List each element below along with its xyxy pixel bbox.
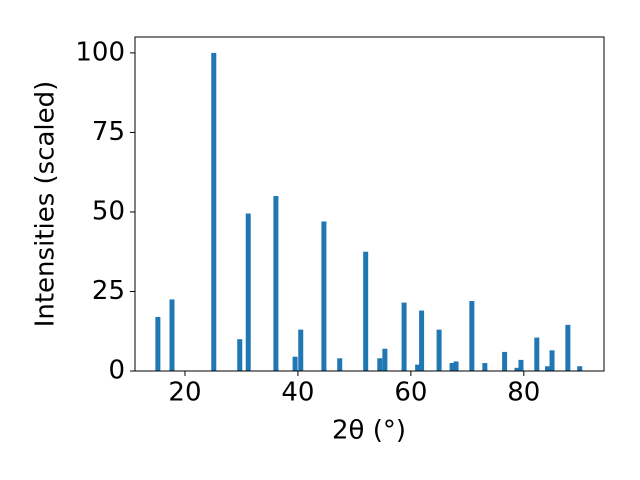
x-tick-label: 40: [281, 378, 314, 408]
bar: [549, 350, 555, 371]
bar: [545, 366, 551, 371]
bar: [382, 348, 388, 371]
bar: [534, 337, 540, 371]
bar: [292, 356, 298, 371]
x-tick-label: 60: [394, 378, 427, 408]
bar: [565, 324, 571, 371]
y-tick-label: 75: [92, 117, 125, 147]
bar: [363, 251, 369, 371]
bar: [419, 310, 425, 371]
bar: [502, 351, 508, 371]
bar: [337, 358, 343, 371]
bar: [377, 358, 383, 371]
y-tick-label: 25: [92, 276, 125, 306]
bar: [245, 213, 251, 371]
plot-frame: [134, 36, 605, 372]
y-tick-label: 0: [108, 356, 125, 386]
bar: [415, 364, 421, 371]
bar: [577, 366, 583, 371]
bar: [469, 301, 475, 371]
bar: [482, 363, 488, 371]
bar: [449, 363, 455, 371]
bar: [514, 367, 520, 371]
bar: [298, 329, 304, 371]
bar: [237, 339, 243, 371]
y-tick-label: 100: [75, 37, 125, 67]
bar: [401, 302, 407, 371]
bar: [518, 359, 524, 371]
x-tick-label: 80: [507, 378, 540, 408]
bar: [169, 299, 175, 371]
bar: [273, 196, 279, 371]
bar: [321, 221, 327, 371]
bar: [453, 361, 459, 371]
y-tick-label: 50: [92, 196, 125, 226]
x-tick-label: 20: [168, 378, 201, 408]
bar: [436, 329, 442, 371]
bar: [211, 52, 217, 372]
y-axis-label: Intensities (scaled): [31, 81, 61, 328]
x-axis-label: 2θ (°): [332, 416, 406, 446]
bar: [155, 316, 161, 371]
